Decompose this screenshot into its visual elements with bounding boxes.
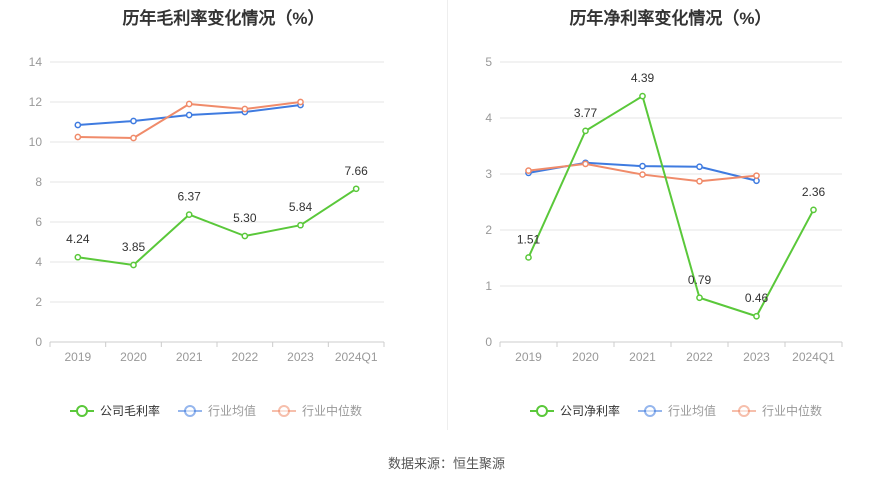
legend-marker bbox=[536, 405, 548, 417]
series-line bbox=[77, 187, 357, 266]
x-tick-label: 2022 bbox=[231, 350, 258, 364]
x-tick-label: 2019 bbox=[64, 350, 91, 364]
panel-divider bbox=[447, 0, 448, 430]
data-point bbox=[639, 92, 646, 100]
data-point bbox=[297, 98, 304, 106]
data-label: 0.46 bbox=[745, 291, 769, 305]
legend-label: 行业中位数 bbox=[762, 403, 822, 418]
chart-title: 历年净利率变化情况（%） bbox=[569, 9, 772, 28]
data-label: 5.84 bbox=[289, 200, 313, 214]
data-label: 3.85 bbox=[122, 240, 146, 254]
data-point bbox=[130, 134, 137, 142]
net-margin-plot: 0 1 2 3 4 5 2019 2020 2021 2022 2023 2024Q1 1.51 3.77… bbox=[485, 55, 843, 418]
gross-margin-chart: 历年毛利率变化情况（%） 0 2 4 6 8 10 12 14 2019 2020 2021 2022… bbox=[0, 0, 447, 440]
y-tick-label: 5 bbox=[485, 55, 492, 69]
data-point bbox=[74, 121, 82, 129]
y-tick-label: 0 bbox=[485, 335, 492, 349]
chart-title: 历年毛利率变化情况（%） bbox=[122, 9, 325, 28]
gross-margin-plot: 0 2 4 6 8 10 12 14 2019 2020 2021 2022 2023 2024Q1 4.2… bbox=[29, 55, 385, 418]
data-point bbox=[185, 111, 193, 119]
y-tick-label: 8 bbox=[35, 175, 42, 189]
x-tick-label: 2021 bbox=[629, 350, 656, 364]
data-point bbox=[525, 167, 532, 174]
legend-marker bbox=[184, 405, 196, 417]
data-point bbox=[696, 163, 703, 171]
x-tick-label: 2021 bbox=[176, 350, 203, 364]
data-point bbox=[753, 312, 760, 320]
y-tick-label: 6 bbox=[35, 215, 42, 229]
data-point bbox=[130, 261, 137, 269]
x-tick-label: 2020 bbox=[572, 350, 599, 364]
data-point bbox=[74, 133, 82, 141]
data-label: 4.39 bbox=[631, 71, 655, 85]
y-tick-label: 4 bbox=[35, 255, 42, 269]
x-tick-label: 2023 bbox=[287, 350, 314, 364]
x-tick-label: 2023 bbox=[743, 350, 770, 364]
data-point bbox=[753, 172, 760, 180]
data-point bbox=[241, 232, 249, 240]
x-tick-label: 2024Q1 bbox=[792, 350, 835, 364]
data-label: 2.36 bbox=[802, 185, 826, 199]
data-point bbox=[639, 171, 646, 178]
legend-label: 行业均值 bbox=[208, 403, 256, 418]
series-line bbox=[527, 95, 815, 318]
legend-marker bbox=[738, 405, 750, 417]
legend-label: 行业均值 bbox=[668, 403, 716, 418]
y-tick-label: 0 bbox=[35, 335, 42, 349]
legend-label: 公司净利率 bbox=[560, 403, 620, 418]
data-point bbox=[297, 221, 304, 229]
data-point bbox=[582, 127, 589, 135]
net-margin-chart: 历年净利率变化情况（%） 0 1 2 3 4 5 2019 2020 2021 2022 2023 2… bbox=[448, 0, 893, 440]
data-label: 5.30 bbox=[233, 211, 257, 225]
data-point bbox=[696, 294, 703, 302]
y-tick-label: 12 bbox=[29, 95, 43, 109]
data-label: 6.37 bbox=[177, 190, 201, 204]
data-label: 1.51 bbox=[517, 232, 541, 246]
x-tick-label: 2024Q1 bbox=[335, 350, 378, 364]
y-tick-label: 14 bbox=[29, 55, 43, 69]
data-point bbox=[810, 206, 817, 214]
y-tick-label: 2 bbox=[485, 223, 492, 237]
data-label: 0.79 bbox=[688, 273, 712, 287]
data-point bbox=[241, 105, 249, 113]
data-source-note: 数据来源：恒生聚源 bbox=[387, 456, 505, 471]
data-point bbox=[525, 254, 532, 261]
y-tick-label: 3 bbox=[485, 167, 492, 181]
legend-label: 公司毛利率 bbox=[100, 403, 160, 418]
y-tick-label: 10 bbox=[29, 135, 43, 149]
legend-marker bbox=[644, 405, 656, 417]
data-point bbox=[185, 100, 193, 108]
x-tick-label: 2022 bbox=[686, 350, 713, 364]
data-point bbox=[352, 185, 360, 193]
data-point bbox=[582, 160, 589, 168]
data-label: 3.77 bbox=[574, 106, 598, 120]
data-point bbox=[696, 177, 703, 185]
legend-marker bbox=[76, 405, 88, 417]
legend-label: 行业中位数 bbox=[302, 403, 362, 418]
data-point bbox=[74, 253, 82, 261]
data-point bbox=[185, 211, 193, 218]
y-tick-label: 1 bbox=[485, 279, 492, 293]
data-point bbox=[130, 117, 137, 125]
y-tick-label: 2 bbox=[35, 295, 42, 309]
x-tick-label: 2020 bbox=[120, 350, 147, 364]
legend-marker bbox=[278, 405, 290, 417]
x-tick-label: 2019 bbox=[515, 350, 542, 364]
data-point bbox=[639, 162, 646, 170]
data-label: 7.66 bbox=[344, 164, 368, 178]
y-tick-label: 4 bbox=[485, 111, 492, 125]
series-line bbox=[77, 101, 301, 139]
data-label: 4.24 bbox=[66, 232, 90, 246]
